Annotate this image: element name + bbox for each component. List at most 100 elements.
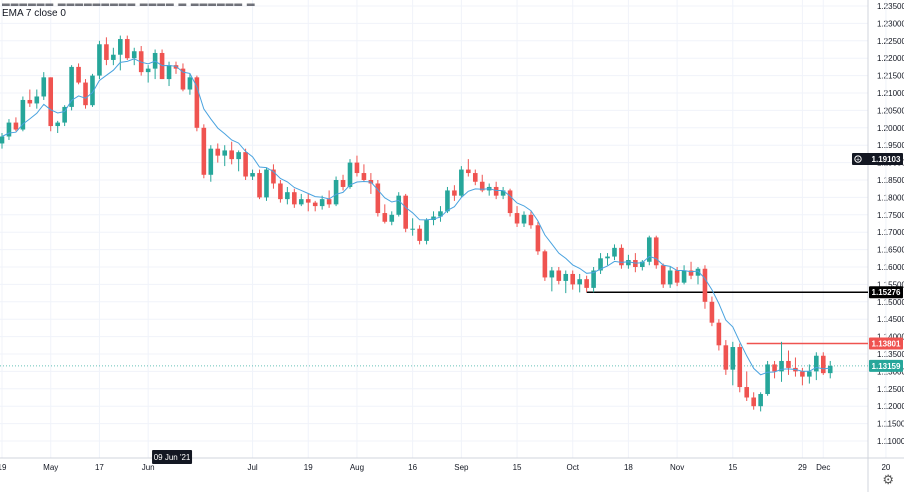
cursor-date-label: 09 Jun '21 [154,453,191,462]
y-tick-label: 1.19500 [877,141,904,150]
candle-body [375,183,381,214]
candle-body [13,122,19,130]
ema-line [1,58,831,376]
candle-body [118,39,123,55]
alert-price-tag: 1.19103 [872,155,901,164]
candle-body [312,202,318,207]
candle-body [758,394,763,407]
candle-body [626,260,631,266]
y-tick-label: 1.16000 [877,263,904,272]
candle-body [688,270,694,276]
candle-body [577,279,582,285]
candle-body [584,279,589,288]
candle-body [779,360,784,372]
candle-body [438,211,443,217]
x-tick-label: Dec [816,463,830,472]
candle-body [702,268,708,302]
candle-body [250,173,255,177]
candle-body [772,364,777,372]
candle-body [347,162,353,187]
y-tick-label: 1.11500 [877,420,904,429]
x-tick-label: 29 [798,463,807,472]
candle-body [723,345,729,370]
candle-body [786,360,791,368]
candle-body [403,195,408,229]
candle-body [674,270,680,283]
plus-icon[interactable]: + [856,157,860,164]
candle-body [424,220,429,241]
y-tick-label: 1.18500 [877,176,904,185]
candle-body [27,99,33,104]
y-tick-label: 1.12500 [877,385,904,394]
candle-body [34,96,40,104]
candle-body [472,173,478,182]
candle-body [417,228,422,241]
level-price-tag: 1.13801 [872,340,901,349]
y-tick-label: 1.13000 [877,367,904,376]
candle-body [751,397,756,407]
candle-body [807,371,812,377]
y-tick-label: 1.20000 [877,124,904,133]
candle-body [194,77,200,128]
candle-body [257,173,262,198]
candle-body [83,82,88,106]
y-tick-label: 1.17500 [877,211,904,220]
candle-body [730,347,736,370]
candle-body [124,39,130,59]
candle-body [41,77,47,97]
candle-body [90,75,95,106]
candle-body [319,199,325,207]
x-tick-label: Nov [670,463,684,472]
candle-body [20,99,26,130]
level-price-tag: 1.15276 [872,288,901,297]
candle-body [814,355,819,372]
candle-body [556,270,562,281]
level-price-tag-bg [869,337,903,350]
candle-body [215,148,221,156]
candle-body [591,270,596,288]
candle-body [382,213,388,222]
candle-body [111,54,116,60]
y-tick-label: 1.22500 [877,37,904,46]
candle-body [479,181,485,191]
y-tick-label: 1.22000 [877,54,904,63]
x-tick-label: 15 [513,463,522,472]
y-tick-label: 1.15000 [877,298,904,307]
candle-body [605,256,610,259]
candle-body [166,65,172,80]
candle-body [48,77,54,127]
candle-body [389,214,395,222]
settings-gear-icon[interactable]: ⚙ [882,472,894,487]
candle-body [667,270,673,285]
candle-body [208,148,214,175]
candle-body [292,192,297,205]
x-tick-label: Sep [454,463,469,472]
y-tick-label: 1.14500 [877,315,904,324]
candle-body [285,192,290,200]
candle-body [333,180,339,205]
candle-body [563,273,569,281]
candle-body [396,195,402,215]
cursor-date-bg [152,450,193,464]
level-price-tag-bg [869,286,903,299]
candle-body [549,270,555,278]
y-tick-label: 1.21000 [877,89,904,98]
candle-body [827,365,833,374]
candle-body [521,214,527,224]
y-tick-label: 1.21500 [877,72,904,81]
candle-body [62,106,67,123]
candle-body [640,261,645,267]
candle-body [410,228,415,230]
candle-body [570,273,576,285]
candle-body [55,122,60,127]
x-tick-label: Aug [350,463,364,472]
symbol-title-strip: ▂▂▂▂▂▂ ▂▂▂▂▂▂▂▂▂ ▂▂▂▂ ▂ ▂▂▂▂▂▂ ▂ [2,0,256,6]
plus-circle-icon[interactable] [854,155,862,163]
candle-body [264,169,269,198]
x-tick-label: 15 [728,463,737,472]
candle-body [201,127,207,175]
candle-body [646,237,652,262]
indicator-label[interactable]: EMA 7 close 0 [2,8,66,19]
candle-body [97,44,102,76]
